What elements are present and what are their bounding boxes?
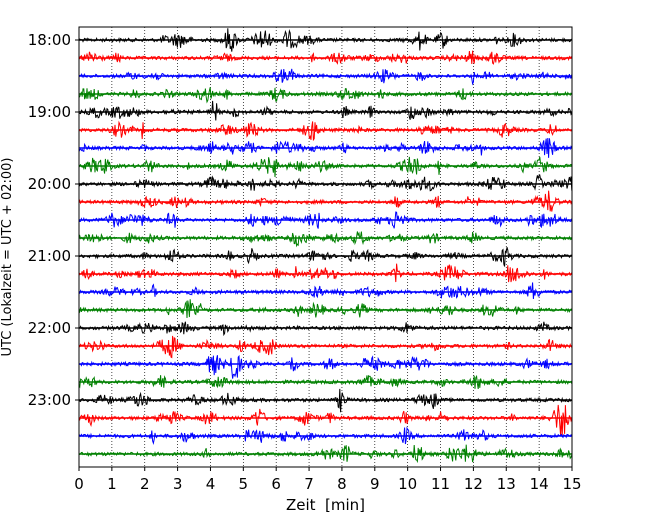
trace-row-20:15 [78,190,573,212]
x-tick-label-1: 1 [107,475,117,493]
x-tick-label-8: 8 [337,475,347,493]
x-axis-label: Zeit [min] [286,496,365,514]
trace-row-21:45 [78,299,572,319]
trace-row-21:00 [78,247,572,267]
trace-row-19:00 [78,100,573,121]
x-tick-label-3: 3 [173,475,183,493]
x-tick-label-11: 11 [431,475,450,493]
x-tick-label-13: 13 [497,475,516,493]
traces [78,28,573,464]
y-tick-label-23:00: 23:00 [28,391,71,409]
trace-row-23:15 [78,404,573,437]
plot-frame [78,26,573,468]
y-axis-ticks: 18:00 19:00 20:00 21:00 22:00 23:00 [28,31,79,409]
trace-row-22:30 [78,354,572,379]
y-axis-label: UTC (Lokalzeit = UTC + 02:00) [0,158,15,357]
x-tick-label-7: 7 [304,475,314,493]
y-tick-label-21:00: 21:00 [28,247,71,265]
x-tick-label-9: 9 [370,475,380,493]
trace-row-20:00 [78,174,573,192]
x-tick-label-5: 5 [239,475,249,493]
trace-row-21:15 [78,263,573,283]
x-tick-label-4: 4 [206,475,216,493]
trace-row-20:30 [78,211,573,229]
y-tick-label-22:00: 22:00 [28,319,71,337]
x-tick-label-15: 15 [562,475,581,493]
x-tick-label-6: 6 [271,475,281,493]
x-tick-label-12: 12 [464,475,483,493]
x-tick-label-14: 14 [530,475,549,493]
y-tick-label-18:00: 18:00 [28,31,71,49]
trace-row-22:45 [78,374,573,390]
trace-row-21:30 [78,282,573,299]
x-axis-ticks: 0 1 2 3 4 5 6 7 8 9 10 11 12 13 14 15 [74,467,582,493]
x-tick-label-0: 0 [74,475,84,493]
y-tick-label-20:00: 20:00 [28,175,71,193]
trace-row-19:45 [78,156,573,177]
x-tick-label-10: 10 [398,475,417,493]
y-tick-label-19:00: 19:00 [28,103,71,121]
x-tick-label-2: 2 [140,475,150,493]
